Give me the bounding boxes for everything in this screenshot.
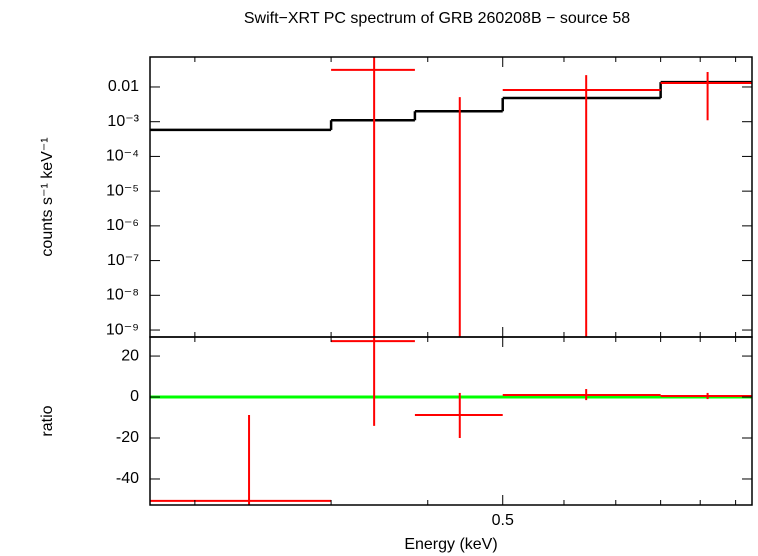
x-axis-label: Energy (keV) <box>404 536 497 553</box>
ratio-plot <box>150 337 752 505</box>
y-tick-label: 10⁻⁵ <box>106 182 139 199</box>
y-tick-label: 10⁻⁹ <box>106 321 139 338</box>
top-frame <box>149 56 753 338</box>
y-tick-label: 10⁻³ <box>107 113 139 130</box>
chart-title: Swift−XRT PC spectrum of GRB 260208B − s… <box>244 10 630 27</box>
axes: 0.01 10⁻³ 10⁻⁴ 10⁻⁵ 10⁻⁶ 10⁻⁷ 10⁻⁸ 10⁻⁹ 20 0 -20 -4… <box>106 57 752 529</box>
top-plot <box>150 57 752 337</box>
y-tick-label: 20 <box>121 347 139 364</box>
ratio-frame <box>149 336 753 506</box>
y-axis-label: counts s⁻¹ keV⁻¹ <box>39 137 56 256</box>
x-tick-label: 0.5 <box>492 512 514 529</box>
y-tick-label: 0 <box>130 388 139 405</box>
y-tick-label: 10⁻⁸ <box>106 287 139 304</box>
y-tick-label: 10⁻⁴ <box>106 148 139 165</box>
y-tick-label: 10⁻⁶ <box>106 217 139 234</box>
y-tick-label: 0.01 <box>108 78 139 95</box>
y-tick-label: -40 <box>116 470 139 487</box>
y-tick-label: -20 <box>116 429 139 446</box>
y-axis-label: ratio <box>39 405 56 436</box>
y-tick-label: 10⁻⁷ <box>107 252 139 269</box>
